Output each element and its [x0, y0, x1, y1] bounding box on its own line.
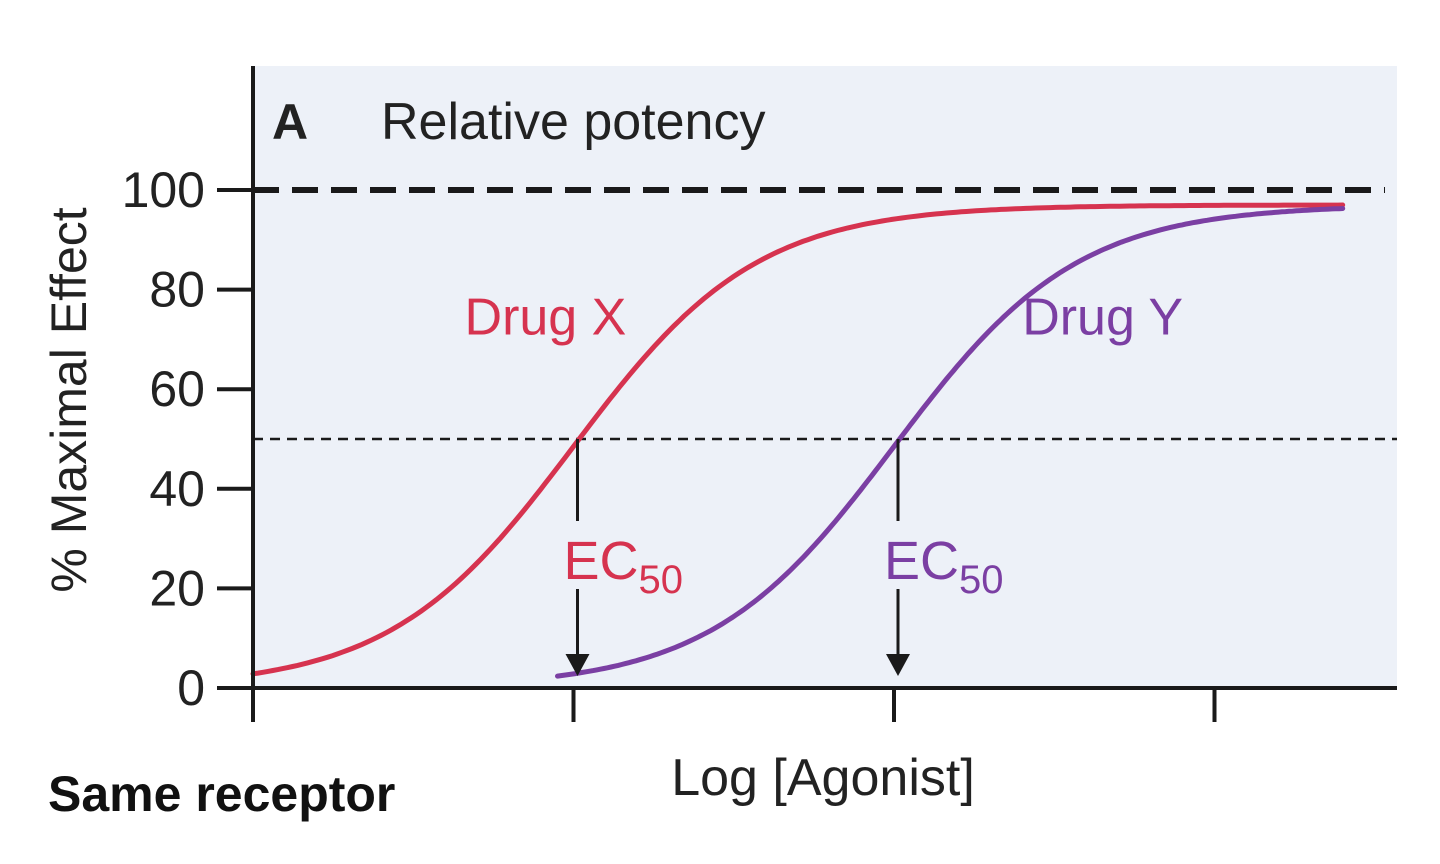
y-axis-label: % Maximal Effect	[41, 207, 97, 592]
series-label-drug-x: Drug X	[465, 289, 627, 347]
plot-background	[253, 66, 1397, 688]
curve-drug-y	[555, 206, 1346, 679]
ec50-arrowhead	[565, 654, 590, 676]
y-tick-label: 0	[177, 660, 205, 716]
x-axis-label: Log [Agonist]	[671, 749, 975, 807]
y-tick-label: 60	[149, 361, 205, 417]
chart-title: Relative potency	[381, 93, 765, 151]
bottom-caption: Same receptor	[48, 766, 396, 822]
panel-letter: A	[272, 94, 308, 150]
series-label-drug-y: Drug Y	[1022, 289, 1183, 347]
y-tick-label: 20	[149, 560, 205, 616]
y-tick-label: 80	[149, 262, 205, 318]
ec50-label: EC50	[564, 531, 684, 602]
curve-drug-x	[250, 202, 1346, 677]
y-tick-label: 100	[122, 162, 205, 218]
ec50-arrowhead	[886, 654, 910, 676]
y-tick-label: 40	[149, 461, 205, 517]
ec50-label: EC50	[884, 531, 1004, 602]
